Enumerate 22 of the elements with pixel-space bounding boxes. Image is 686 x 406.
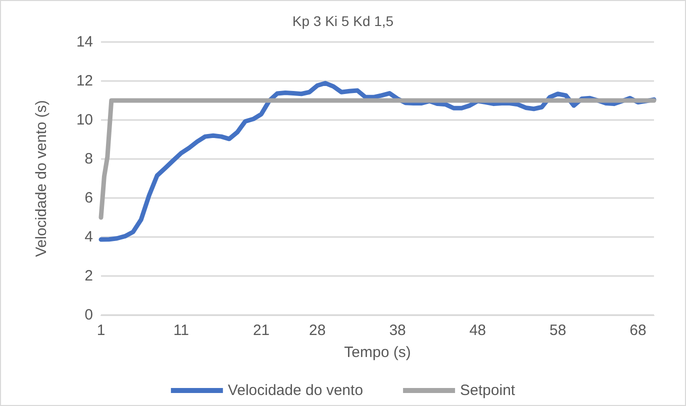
y-tick-label: 12 <box>76 72 93 90</box>
y-tick-label: 14 <box>76 34 93 50</box>
x-tick-label: 28 <box>309 322 326 339</box>
x-tick-label: 21 <box>252 322 270 339</box>
y-tick-label: 4 <box>84 228 93 246</box>
x-axis-title: Tempo (s) <box>344 344 411 361</box>
line-series <box>98 98 656 220</box>
chart-title: Kp 3 Ki 5 Kd 1,5 <box>292 13 394 29</box>
y-tick-label: 10 <box>76 112 93 128</box>
legend-label: Velocidade do vento <box>228 382 364 399</box>
x-tick-label: 58 <box>549 322 566 339</box>
x-tick-label: 11 <box>173 322 189 339</box>
y-axis-title: Velocidade do vento (s) <box>33 100 50 257</box>
x-tick-label: 1 <box>96 322 106 339</box>
x-tick-label: 68 <box>630 322 646 339</box>
legend-label: Setpoint <box>460 382 516 399</box>
y-tick-label: 8 <box>84 150 93 168</box>
y-tick-label: 6 <box>84 190 93 206</box>
x-tick-label: 38 <box>389 322 406 339</box>
x-tick-label: 48 <box>469 322 486 339</box>
y-tick-label: 2 <box>84 268 93 284</box>
y-tick-label: 0 <box>84 306 93 324</box>
